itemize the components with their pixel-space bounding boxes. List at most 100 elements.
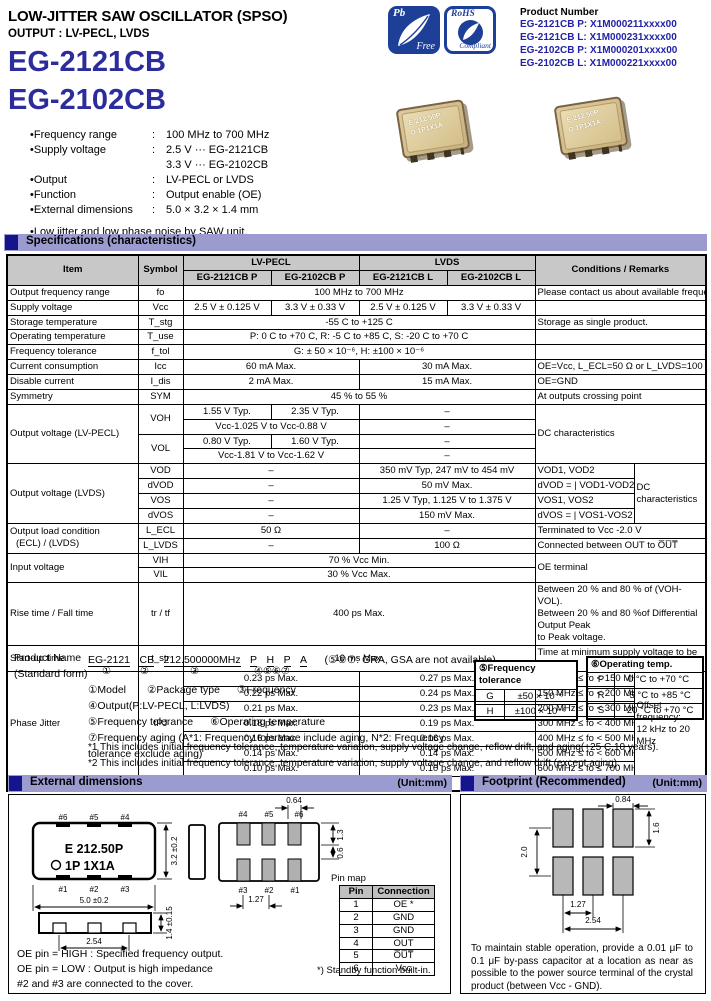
table-row: 2 GND	[339, 910, 435, 925]
spec-item: Current consumption	[6, 359, 139, 375]
table-row: 5 O̅U̅T̅	[339, 949, 435, 964]
spec-symbol: dVOS	[137, 507, 184, 524]
tolerance-table-title: ⑤Frequency tolerance	[474, 660, 578, 690]
spec-value: 1.55 V Typ.	[182, 403, 272, 420]
spec-value: 45 % to 55 %	[182, 388, 536, 405]
table-row: L_LVDS – 100 Ω Connected between OUT to …	[7, 537, 707, 554]
legend-frequency: ③Frequency	[236, 684, 296, 696]
temp-table-title: ⑥Operating temp.	[586, 656, 704, 674]
pin-number: 5	[339, 949, 373, 964]
package-marking-line1: E 212.50P	[65, 842, 123, 856]
table-row: Operating temperature T_use P: 0 C to +7…	[6, 329, 707, 346]
spec-symbol: t_str	[137, 644, 184, 673]
spec-item: Supply voltage	[6, 299, 139, 316]
pin-col-header: Pin	[339, 885, 373, 899]
spec-value: 50 mV Max.	[358, 478, 536, 494]
table-row: Symmetry SYM 45 % to 55 % At outputs cro…	[6, 388, 707, 405]
spec-item: Output load condition (ECL) / (LVDS)	[6, 522, 139, 554]
spec-value: 0.22 ps Max.	[182, 686, 360, 703]
table-row: H ±100 × 10⁻⁶	[474, 704, 578, 721]
spec-item: Rise time / Fall time	[6, 582, 139, 646]
product-number-line: EG-2121CB P: X1M000211xxxx00	[520, 19, 677, 30]
feature-label: •Supply voltage	[30, 144, 107, 156]
section-square-icon	[5, 235, 18, 250]
footprint-note: To maintain stable operation, provide a …	[471, 943, 693, 992]
package-side-view	[188, 824, 206, 880]
feature-value: LV-PECL or LVDS	[166, 174, 254, 186]
spec-condition: Please contact us about available freque…	[534, 284, 707, 301]
feature-sep: :	[152, 174, 156, 186]
table-row: 0.18 ps Max. 0.19 ps Max. 300 MHz ≤ fo <…	[7, 716, 706, 732]
spec-condition: Storage as single product.	[534, 314, 707, 331]
spec-value: 100 Ω	[358, 537, 536, 554]
pin-connection: Vcc	[372, 962, 435, 977]
legend-output: ④Output(P:LV-PECL, L:LVDS)	[88, 700, 230, 712]
tolerance-value: ±100 × 10⁻⁶	[504, 704, 578, 721]
pin-label: #6	[59, 813, 68, 822]
feature-row: •Frequency range : 100 MHz to 700 MHz	[30, 128, 400, 143]
form-part-package: CB	[139, 654, 155, 667]
spec-condition: dVOD = | VOD1-VOD2 |	[534, 478, 635, 494]
spec-item-line2: (ECL) / (LVDS)	[16, 538, 80, 550]
spec-value: 30 mA Max.	[358, 359, 536, 375]
section-square-icon	[9, 776, 22, 791]
spec-value: 2.35 V Typ.	[270, 403, 360, 420]
spec-symbol: I_dis	[137, 374, 184, 390]
spec-value: –	[182, 537, 360, 554]
temp-code: S	[586, 703, 615, 720]
form-legend: ①Model ②Package type ③Frequency ④Output(…	[88, 682, 474, 762]
spec-value: 2.5 V ± 0.125 V	[358, 299, 448, 316]
col-header-model: EG-2121CB P	[182, 269, 272, 286]
pin-label: #1	[291, 886, 300, 895]
section-square-icon	[461, 776, 474, 791]
table-row: 0.16 ps Max. 0.16 ps Max. 400 MHz ≤ fo <…	[7, 730, 706, 747]
model-name-1: EG-2121CB	[8, 46, 166, 78]
table-row: Output frequency range fo 100 MHz to 700…	[6, 284, 707, 301]
tolerance-code: H	[474, 704, 505, 721]
feature-label: •Output	[30, 174, 67, 186]
spec-value: 0.16 ps Max.	[358, 730, 536, 747]
legend-model: ①Model	[88, 684, 127, 696]
form-availability-note: (⑤⑥⑦: GRA, GSA are not available)	[324, 654, 496, 666]
spec-condition: VOS1, VOS2	[534, 493, 635, 509]
spec-condition: OE=GND	[534, 374, 707, 390]
frequency-tolerance-table: ⑤Frequency tolerance G ±50 × 10⁻⁶ H ±100…	[474, 660, 578, 722]
rohs-label: RoHS	[451, 9, 475, 19]
dim-pad-width: 0.64	[286, 796, 302, 805]
pin-label: #2	[265, 886, 274, 895]
legend-tolerance: ⑤Frequency tolerance	[88, 716, 194, 728]
col-header-model: EG-2102CB L	[446, 269, 536, 286]
rohs-circle	[458, 20, 483, 45]
table-row: 3 GND	[339, 923, 435, 938]
spec-value: P: 0 C to +70 C, R: -5 C to +85 C, S: -2…	[182, 329, 536, 346]
pin-label: #4	[121, 813, 130, 822]
pin-connection: O̅U̅T̅	[372, 949, 435, 964]
col-header-item: Item	[6, 254, 139, 286]
spec-value: 50 Ω	[182, 522, 360, 539]
feature-label: •Function	[30, 189, 77, 201]
spec-value: –	[182, 463, 360, 480]
spec-value: G: ± 50 × 10⁻⁶, H: ±100 × 10⁻⁶	[182, 344, 536, 361]
dim-height: 3.2 ±0.2	[170, 836, 179, 865]
pb-free-logo: Pb Free	[388, 6, 440, 54]
pin-number: 1	[339, 897, 373, 912]
spec-condition: Between 20 % and 80 % of (VOH-VOL). Betw…	[534, 582, 707, 646]
legend-package: ②Package type	[146, 684, 220, 696]
footnotes: *1 This includes initial frequency toler…	[88, 740, 658, 772]
spec-item: Output voltage (LV-PECL)	[6, 403, 139, 465]
product-form-line: EG-2121 CB 212.500000MHz P H P A (⑤⑥⑦: G…	[88, 650, 496, 668]
dim-row-gap: 2.0	[520, 846, 529, 858]
spec-condition: DC characteristics	[633, 463, 707, 524]
spec-value: –	[182, 507, 360, 524]
pin-label: #5	[265, 810, 274, 819]
pin-number: 4	[339, 936, 373, 951]
spec-value: 0.21 ps Max.	[182, 701, 360, 717]
spec-symbol: tr / tf	[137, 582, 184, 646]
connection-col-header: Connection	[372, 885, 435, 899]
spec-value: Vcc-1.025 V to Vcc-0.88 V	[182, 418, 360, 435]
spec-value: 0.80 V Typ.	[182, 433, 272, 450]
spec-condition: DC characteristics	[534, 403, 707, 465]
spec-value: 2.5 V ± 0.125 V	[182, 299, 272, 316]
spec-item: Start-up time	[6, 644, 139, 673]
